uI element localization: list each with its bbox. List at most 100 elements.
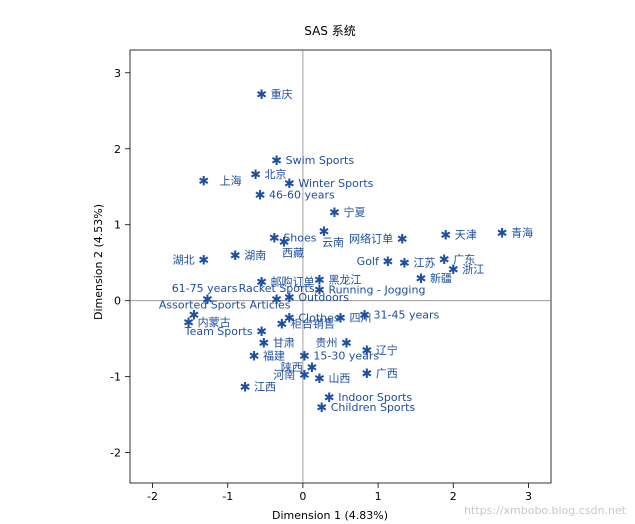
- data-point: ✱: [240, 381, 251, 396]
- point-label: Team Sports: [184, 325, 253, 338]
- point-label: 黑龙江: [328, 273, 361, 286]
- x-axis-label: Dimension 1 (4.83%): [272, 509, 388, 522]
- data-point: ✱: [299, 349, 310, 364]
- point-label: 内蒙古: [198, 315, 231, 329]
- point-label: 宁夏: [343, 205, 365, 219]
- data-point: ✱: [399, 257, 410, 272]
- point-label: Indoor Sports: [338, 391, 412, 404]
- data-point: ✱: [183, 316, 194, 331]
- data-point: ✱: [382, 255, 393, 270]
- point-label: 山西: [328, 372, 350, 385]
- point-label: 四川: [350, 311, 372, 324]
- point-label: 辽宁: [376, 343, 398, 357]
- point-label: 天津: [455, 229, 477, 242]
- data-point: ✱: [314, 273, 325, 288]
- point-label: 湖北: [173, 254, 195, 267]
- y-tick-label: 1: [114, 219, 121, 232]
- y-axis-label: Dimension 2 (4.53%): [92, 204, 105, 320]
- y-tick-label: -2: [110, 447, 121, 460]
- data-point: ✱: [256, 325, 267, 340]
- data-point: ✱: [361, 367, 372, 382]
- point-label: Children Sports: [331, 401, 416, 414]
- data-point: ✱: [276, 317, 287, 332]
- data-point: ✱: [415, 272, 426, 287]
- plot-frame: [129, 49, 552, 484]
- data-point: ✱: [269, 232, 280, 247]
- point-label: 柜台销售: [291, 316, 335, 330]
- point-label: Golf: [357, 255, 380, 268]
- point-label: 贵州: [316, 336, 338, 349]
- data-point: ✱: [361, 344, 372, 359]
- data-point: ✱: [324, 391, 335, 406]
- data-point: ✱: [249, 349, 260, 364]
- point-label: 网络订单: [349, 231, 393, 245]
- x-tick-label: 3: [525, 490, 532, 503]
- data-point: ✱: [341, 336, 352, 351]
- point-label: 甘肃: [273, 336, 295, 349]
- point-label: 46-60 years: [269, 188, 335, 201]
- point-label: 福建: [263, 348, 285, 362]
- data-point: ✱: [271, 154, 282, 169]
- data-point: ✱: [306, 361, 317, 376]
- point-label: 重庆: [271, 87, 293, 101]
- x-tick-label: -2: [147, 490, 158, 503]
- data-point: ✱: [359, 308, 370, 323]
- point-label: 61-75 years: [172, 282, 238, 295]
- point-label: Swim Sports: [286, 154, 355, 167]
- point-label: 河南: [273, 368, 295, 381]
- data-point: ✱: [279, 235, 290, 250]
- point-label: 北京: [265, 167, 287, 181]
- data-point: ✱: [198, 254, 209, 269]
- point-label: 青海: [511, 225, 533, 239]
- point-label: Racket Sports: [239, 282, 315, 295]
- y-tick-label: 2: [114, 143, 121, 156]
- point-label: 31-45 years: [374, 308, 440, 321]
- data-point: ✱: [440, 229, 451, 244]
- data-point: ✱: [258, 336, 269, 351]
- point-label: Assorted Sports Articles: [159, 298, 291, 311]
- point-label: 邮购订单: [271, 275, 315, 289]
- watermark: https://xmbobo.blog.csdn.net: [464, 504, 627, 517]
- point-label: 江苏: [413, 257, 435, 270]
- data-point: ✱: [439, 253, 450, 268]
- data-point: ✱: [256, 276, 267, 291]
- data-point: ✱: [397, 232, 408, 247]
- point-label: Running - Jogging: [328, 283, 425, 296]
- x-tick-label: 1: [375, 490, 382, 503]
- data-point: ✱: [316, 401, 327, 416]
- data-point: ✱: [335, 311, 346, 326]
- point-label: 广东: [453, 253, 475, 266]
- point-label: 湖南: [244, 249, 266, 262]
- data-point: ✱: [329, 206, 340, 221]
- point-label: 江西: [254, 381, 276, 394]
- point-label: 上海: [220, 174, 242, 188]
- data-point: ✱: [250, 168, 261, 183]
- point-label: 浙江: [462, 263, 484, 276]
- x-tick-label: 0: [299, 490, 306, 503]
- data-point: ✱: [256, 88, 267, 103]
- y-axis: -2 -1 0 1 2 3: [110, 67, 130, 460]
- data-point: ✱: [198, 175, 209, 190]
- point-label: Clothes: [298, 311, 340, 324]
- point-label: 西藏: [282, 246, 304, 259]
- x-axis: -2 -1 0 1 2 3: [147, 483, 532, 503]
- x-tick-label: 2: [450, 490, 457, 503]
- data-point: ✱: [284, 311, 295, 326]
- data-point: ✱: [448, 263, 459, 278]
- data-point: ✱: [314, 283, 325, 298]
- point-label: Shoes: [283, 232, 316, 245]
- points-layer: ✱ 重庆✱ Swim Sports✱ 北京✱ 上海 ✱ Winter Sports✱ 46-6…: [159, 87, 533, 416]
- data-point: ✱: [319, 225, 330, 240]
- point-label: 15-30 years: [313, 349, 379, 362]
- data-point: ✱: [188, 308, 199, 323]
- point-label: 广西: [376, 367, 398, 380]
- point-label: 云南: [322, 236, 344, 249]
- data-point: ✱: [284, 291, 295, 306]
- point-label: 陕西: [281, 360, 303, 374]
- data-point: ✱: [497, 226, 508, 241]
- data-point: ✱: [314, 372, 325, 387]
- x-tick-label: -1: [222, 490, 233, 503]
- data-point: ✱: [202, 293, 213, 308]
- data-point: ✱: [284, 177, 295, 192]
